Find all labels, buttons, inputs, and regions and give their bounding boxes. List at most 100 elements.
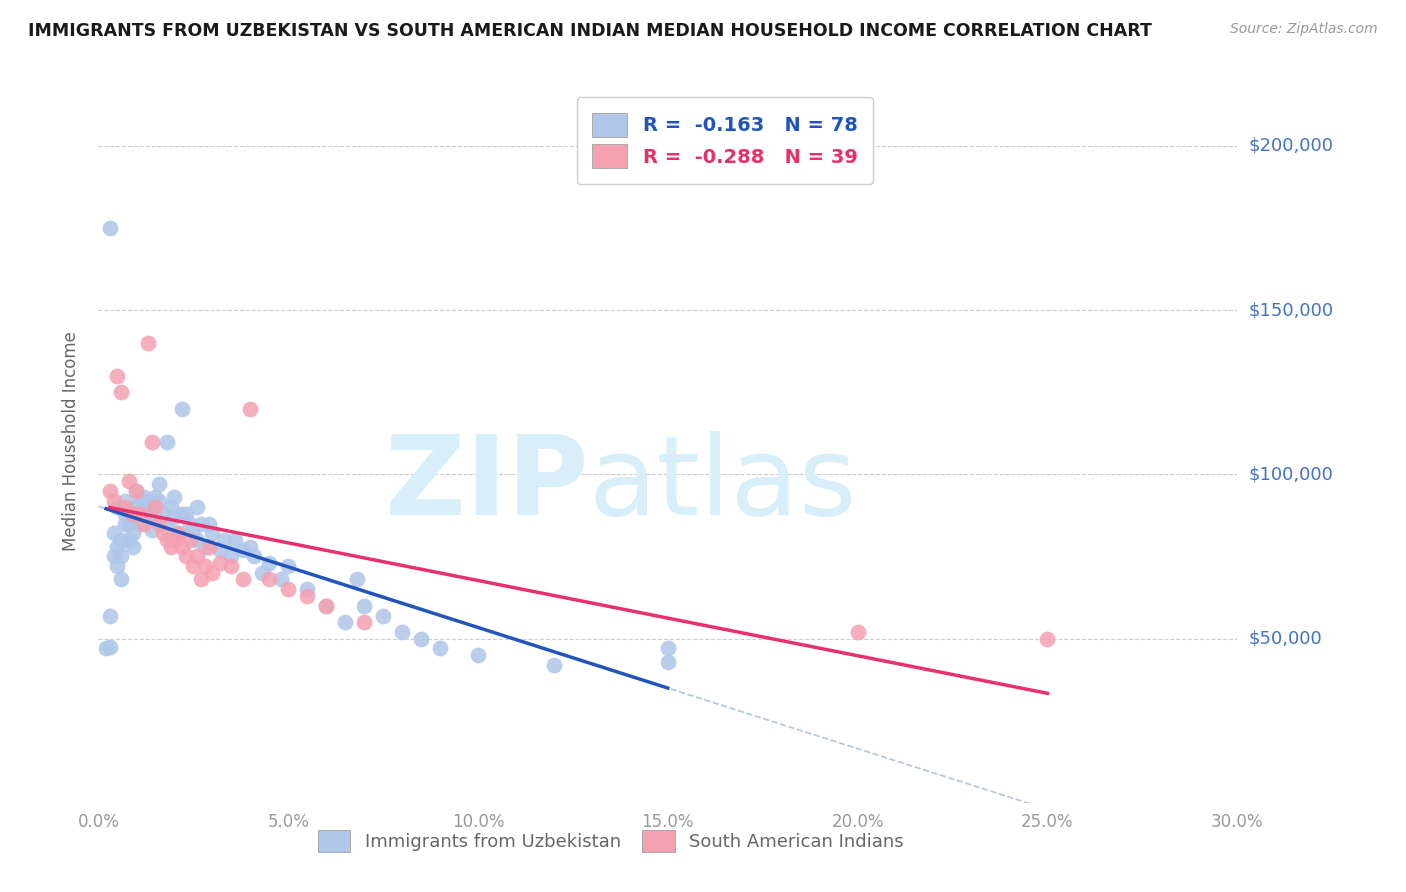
Point xyxy=(125,500,148,515)
Point xyxy=(152,507,174,521)
Point xyxy=(212,533,235,547)
Point xyxy=(156,516,179,531)
Point xyxy=(232,573,254,587)
Point xyxy=(132,491,155,505)
Point xyxy=(121,526,143,541)
Text: IMMIGRANTS FROM UZBEKISTAN VS SOUTH AMERICAN INDIAN MEDIAN HOUSEHOLD INCOME CORR: IMMIGRANTS FROM UZBEKISTAN VS SOUTH AMER… xyxy=(28,22,1152,40)
Text: atlas: atlas xyxy=(588,432,856,539)
Point xyxy=(183,559,205,574)
Point xyxy=(208,542,231,557)
Point xyxy=(197,540,219,554)
Point xyxy=(467,648,489,662)
Point xyxy=(657,655,679,669)
Point xyxy=(297,582,319,597)
Point xyxy=(429,641,451,656)
Point xyxy=(103,493,125,508)
Point xyxy=(335,615,357,630)
Point xyxy=(125,483,148,498)
Point xyxy=(98,483,121,498)
Point xyxy=(224,533,246,547)
Point xyxy=(174,549,197,564)
Point xyxy=(170,540,193,554)
Point xyxy=(98,221,121,235)
Point xyxy=(239,401,262,416)
Point xyxy=(110,385,132,400)
Point xyxy=(118,474,141,488)
Point xyxy=(107,368,129,383)
Point xyxy=(179,533,201,547)
Point xyxy=(118,507,141,521)
Point xyxy=(136,493,159,508)
Point xyxy=(145,510,167,524)
Text: $100,000: $100,000 xyxy=(1249,466,1333,483)
Point xyxy=(277,559,299,574)
Point xyxy=(232,542,254,557)
Point xyxy=(243,549,266,564)
Point xyxy=(190,573,212,587)
Text: $50,000: $50,000 xyxy=(1249,630,1323,648)
Point xyxy=(156,434,179,449)
Point xyxy=(114,507,136,521)
Point xyxy=(277,582,299,597)
Point xyxy=(110,533,132,547)
Point xyxy=(148,493,170,508)
Point xyxy=(353,599,375,613)
Point xyxy=(221,559,243,574)
Point xyxy=(145,500,167,515)
Point xyxy=(259,573,281,587)
Text: ZIP: ZIP xyxy=(385,432,588,539)
Point xyxy=(315,599,337,613)
Point xyxy=(167,526,190,541)
Point xyxy=(197,516,219,531)
Point xyxy=(1036,632,1059,646)
Point xyxy=(129,516,152,531)
Point xyxy=(98,608,121,623)
Point xyxy=(121,507,143,521)
Point xyxy=(315,599,337,613)
Point xyxy=(152,526,174,541)
Legend: Immigrants from Uzbekistan, South American Indians: Immigrants from Uzbekistan, South Americ… xyxy=(311,822,911,859)
Point xyxy=(98,640,121,654)
Point xyxy=(110,549,132,564)
Point xyxy=(221,549,243,564)
Point xyxy=(141,500,163,515)
Point xyxy=(136,336,159,351)
Point xyxy=(132,516,155,531)
Point xyxy=(118,533,141,547)
Point xyxy=(110,573,132,587)
Point xyxy=(129,507,152,521)
Point xyxy=(136,510,159,524)
Point xyxy=(129,493,152,508)
Point xyxy=(201,566,224,580)
Point xyxy=(391,625,413,640)
Point xyxy=(346,573,368,587)
Point xyxy=(250,566,273,580)
Point xyxy=(107,540,129,554)
Point xyxy=(170,401,193,416)
Point xyxy=(190,516,212,531)
Point xyxy=(125,483,148,498)
Point xyxy=(239,540,262,554)
Y-axis label: Median Household Income: Median Household Income xyxy=(62,332,80,551)
Point xyxy=(186,500,208,515)
Point xyxy=(132,507,155,521)
Point xyxy=(145,491,167,505)
Point xyxy=(114,516,136,531)
Point xyxy=(121,540,143,554)
Point xyxy=(186,533,208,547)
Text: $150,000: $150,000 xyxy=(1249,301,1334,319)
Point xyxy=(121,510,143,524)
Point xyxy=(411,632,433,646)
Point xyxy=(141,434,163,449)
Point xyxy=(148,477,170,491)
Text: $200,000: $200,000 xyxy=(1249,137,1334,155)
Point xyxy=(107,559,129,574)
Point xyxy=(107,500,129,515)
Point xyxy=(114,500,136,515)
Point xyxy=(159,540,181,554)
Point xyxy=(163,510,186,524)
Point xyxy=(103,549,125,564)
Point xyxy=(657,641,679,656)
Point xyxy=(125,507,148,521)
Point xyxy=(846,625,869,640)
